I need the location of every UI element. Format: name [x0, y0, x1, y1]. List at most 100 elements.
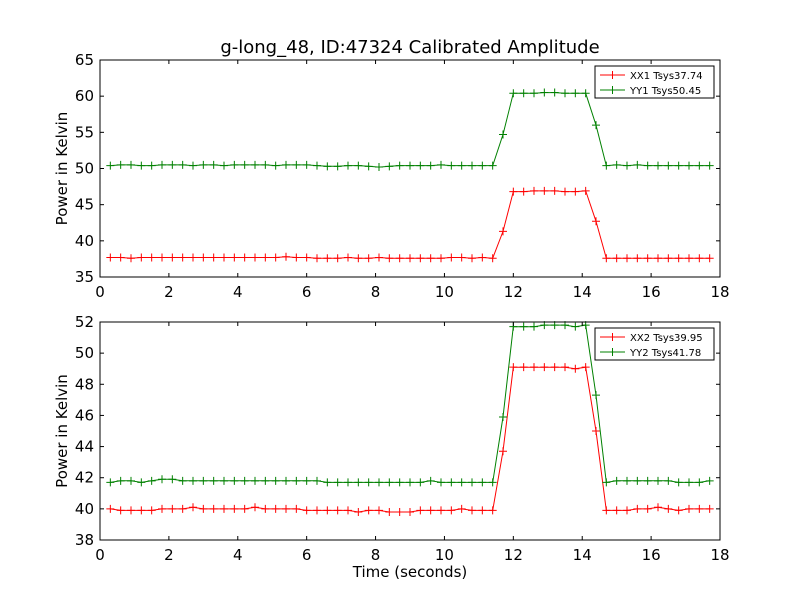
data-point — [406, 478, 414, 487]
data-point — [705, 476, 714, 485]
data-point — [447, 478, 456, 487]
data-point — [664, 254, 673, 263]
legend: XX2 Tsys39.95 YY2 Tsys41.78 — [594, 327, 715, 361]
data-point — [447, 506, 456, 515]
x-tick-label: 4 — [233, 546, 243, 564]
data-point — [550, 363, 559, 372]
data-point — [261, 160, 270, 169]
data-point — [178, 253, 187, 262]
y-tick-label: 50 — [75, 344, 94, 362]
data-point — [302, 476, 311, 485]
x-tick-label: 12 — [504, 546, 523, 564]
data-point — [240, 160, 249, 169]
x-tick-label: 12 — [504, 283, 523, 301]
data-point — [240, 504, 249, 513]
data-point — [509, 363, 518, 372]
data-point — [106, 161, 115, 170]
data-point — [395, 507, 404, 516]
data-point — [623, 254, 631, 263]
data-point — [499, 227, 507, 236]
data-point — [271, 476, 280, 485]
data-point — [623, 476, 631, 485]
data-point — [137, 478, 146, 487]
data-point — [364, 506, 373, 515]
legend-box — [594, 327, 715, 361]
data-point — [406, 507, 414, 516]
data-point — [354, 507, 363, 516]
data-point — [344, 253, 352, 262]
data-point — [654, 503, 662, 512]
data-point — [302, 253, 311, 262]
data-point — [623, 161, 631, 170]
data-point — [375, 253, 383, 262]
data-point — [488, 161, 497, 170]
data-point — [220, 253, 228, 262]
data-point — [685, 478, 693, 487]
data-point — [209, 160, 218, 169]
data-point — [323, 478, 332, 487]
data-point — [168, 253, 177, 262]
data-point — [147, 476, 156, 485]
data-point — [519, 322, 528, 331]
y-tick-label: 48 — [75, 375, 94, 393]
x-tick-label: 6 — [302, 283, 312, 301]
data-point — [251, 503, 259, 512]
data-point — [695, 504, 704, 513]
data-point — [592, 427, 600, 435]
data-point — [302, 506, 311, 515]
data-point — [623, 506, 631, 515]
x-tick-label: 8 — [371, 283, 381, 301]
data-point — [230, 504, 239, 513]
x-tick-label: 10 — [435, 283, 454, 301]
x-tick-label: 4 — [233, 283, 243, 301]
data-point — [209, 504, 218, 513]
data-point — [251, 253, 259, 262]
data-point — [602, 506, 611, 515]
data-point — [106, 478, 115, 487]
data-point — [333, 254, 342, 263]
data-point — [395, 478, 404, 487]
data-point — [271, 253, 280, 262]
data-point — [561, 187, 569, 196]
data-point — [571, 89, 580, 98]
y-tick-label: 40 — [75, 500, 94, 518]
data-point — [674, 161, 683, 170]
y-tick-label: 38 — [75, 531, 94, 549]
data-point — [178, 160, 187, 169]
data-point — [178, 476, 187, 485]
data-point — [282, 252, 290, 261]
data-point — [230, 253, 239, 262]
data-point — [323, 162, 332, 171]
data-point — [488, 506, 497, 515]
data-point — [571, 364, 580, 373]
data-point — [147, 161, 156, 170]
data-point — [158, 504, 166, 513]
data-point — [220, 476, 228, 485]
data-point — [261, 476, 270, 485]
x-tick-label: 6 — [302, 546, 312, 564]
x-tick-label: 14 — [573, 546, 592, 564]
data-point — [426, 254, 435, 263]
data-point — [426, 161, 435, 170]
data-point — [199, 253, 208, 262]
legend-label: XX1 Tsys37.74 — [630, 71, 703, 82]
data-point — [395, 161, 404, 170]
data-point — [685, 161, 693, 170]
y-tick-label: 46 — [75, 406, 94, 424]
data-point — [499, 130, 507, 139]
data-point — [592, 217, 600, 226]
data-point — [654, 161, 662, 170]
data-point — [333, 506, 342, 515]
x-tick-label: 16 — [642, 283, 661, 301]
data-point — [282, 504, 290, 513]
data-point — [282, 160, 290, 169]
data-point — [643, 161, 652, 170]
y-tick-label: 65 — [75, 51, 94, 69]
data-point — [416, 506, 425, 515]
data-point — [292, 253, 301, 262]
data-point — [509, 187, 518, 196]
data-point — [354, 161, 363, 170]
data-point — [426, 506, 435, 515]
